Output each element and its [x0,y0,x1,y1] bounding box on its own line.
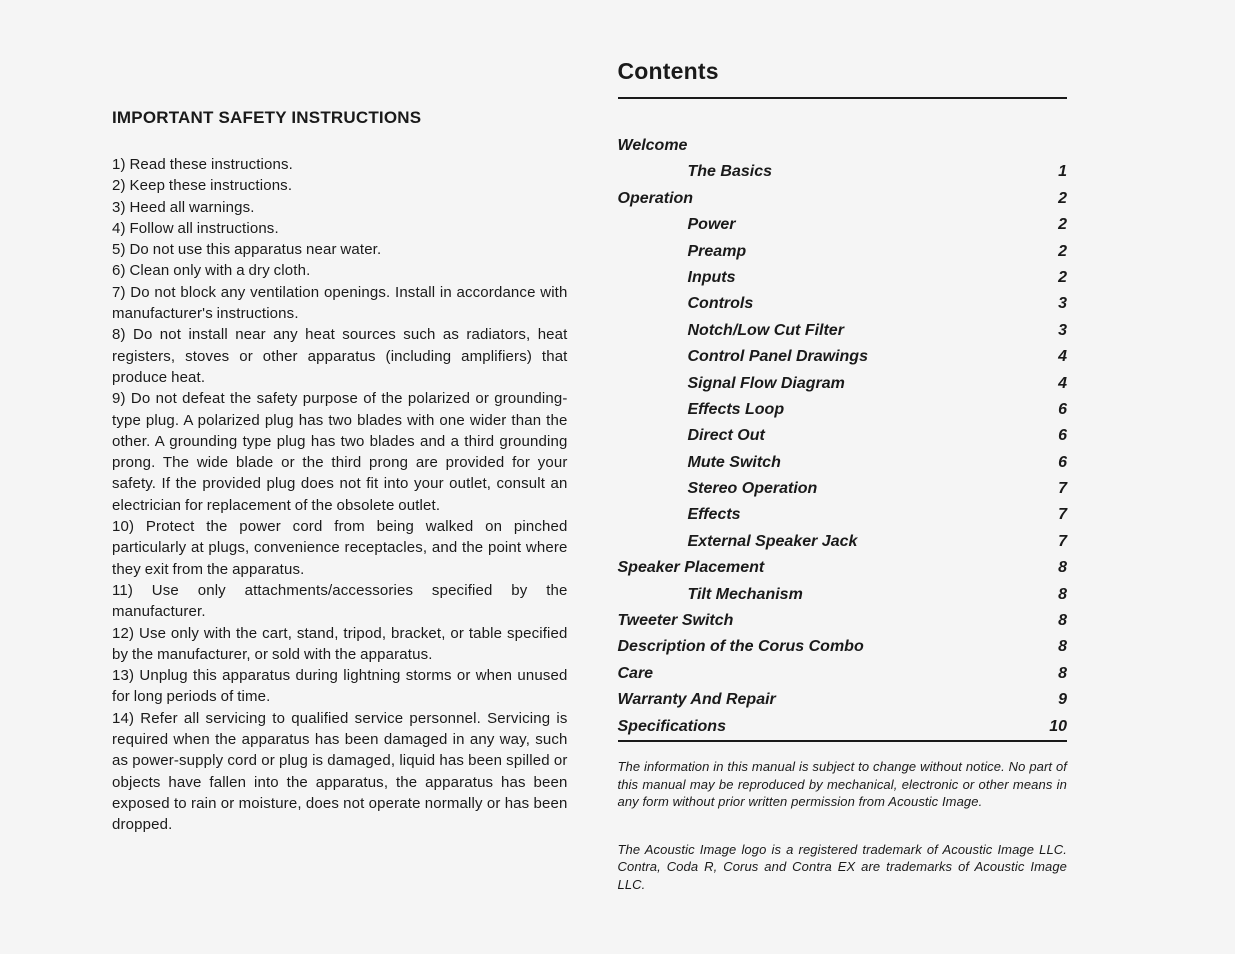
toc-section: Specifications 10 [618,714,1068,740]
toc-page-number: 7 [1058,476,1067,502]
safety-instruction: 2) Keep these instructions. [112,175,568,196]
toc-label: Notch/Low Cut Filter [688,318,844,344]
toc-label: Stereo Operation [688,476,818,502]
manual-page: IMPORTANT SAFETY INSTRUCTIONS 1) Read th… [0,0,1235,954]
toc-page-number: 8 [1058,608,1067,634]
toc-page-number: 2 [1058,239,1067,265]
safety-instruction: 9) Do not defeat the safety purpose of t… [112,388,568,516]
safety-instruction: 13) Unplug this apparatus during lightni… [112,665,568,708]
legal-paragraph-2: The Acoustic Image logo is a registered … [618,841,1068,894]
toc-page-number: 6 [1058,450,1067,476]
toc-label: Control Panel Drawings [688,344,868,370]
toc-page-number: 2 [1058,186,1067,212]
toc-label: Specifications [618,714,726,740]
toc-page-number: 7 [1058,502,1067,528]
toc-subsection: Notch/Low Cut Filter 3 [618,318,1068,344]
toc-subsection: Tilt Mechanism 8 [618,582,1068,608]
toc-page-number: 8 [1058,555,1067,581]
toc-subsection: External Speaker Jack 7 [618,529,1068,555]
toc-page-number: 1 [1058,159,1067,185]
toc-label: Mute Switch [688,450,781,476]
horizontal-rule-bottom [618,740,1068,742]
toc-page-number: 8 [1058,582,1067,608]
toc-section: Warranty And Repair 9 [618,687,1068,713]
toc-page-number: 2 [1058,265,1067,291]
toc-label: The Basics [688,159,772,185]
safety-instruction: 11) Use only attachments/accessories spe… [112,580,568,623]
toc-page-number: 4 [1058,371,1067,397]
toc-subsection: Power 2 [618,212,1068,238]
safety-instruction: 10) Protect the power cord from being wa… [112,516,568,580]
safety-instruction: 7) Do not block any ventilation openings… [112,282,568,325]
toc-section: Operation 2 [618,186,1068,212]
toc-section: Welcome [618,133,1068,159]
safety-instruction: 4) Follow all instructions. [112,218,568,239]
toc-page-number: 2 [1058,212,1067,238]
toc-subsection: Inputs 2 [618,265,1068,291]
toc-label: Signal Flow Diagram [688,371,845,397]
toc-label: Effects Loop [688,397,785,423]
toc-subsection: Control Panel Drawings 4 [618,344,1068,370]
safety-instruction: 14) Refer all servicing to qualified ser… [112,708,568,836]
toc-page-number: 4 [1058,344,1067,370]
toc-page-number: 8 [1058,661,1067,687]
safety-instruction-list: 1) Read these instructions.2) Keep these… [112,154,568,836]
toc-subsection: Effects 7 [618,502,1068,528]
legal-spacer [618,811,1068,825]
toc-subsection: Mute Switch 6 [618,450,1068,476]
legal-paragraph-1: The information in this manual is subjec… [618,758,1068,811]
toc-label: Care [618,661,654,687]
toc-subsection: Signal Flow Diagram 4 [618,371,1068,397]
toc-label: Effects [688,502,741,528]
toc-section: Tweeter Switch 8 [618,608,1068,634]
safety-instruction: 1) Read these instructions. [112,154,568,175]
toc-subsection: The Basics 1 [618,159,1068,185]
toc-label: Warranty And Repair [618,687,776,713]
toc-page-number: 8 [1058,634,1067,660]
toc-section: Care 8 [618,661,1068,687]
safety-instruction: 6) Clean only with a dry cloth. [112,260,568,281]
toc-label: Controls [688,291,754,317]
toc-label: Tilt Mechanism [688,582,803,608]
toc-subsection: Effects Loop 6 [618,397,1068,423]
toc-page-number: 10 [1049,714,1067,740]
toc-section: Speaker Placement 8 [618,555,1068,581]
safety-instruction: 5) Do not use this apparatus near water. [112,239,568,260]
toc-page-number: 6 [1058,397,1067,423]
toc-page-number: 3 [1058,291,1067,317]
toc-page-number: 6 [1058,423,1067,449]
toc-label: Preamp [688,239,747,265]
toc-label: Description of the Corus Combo [618,634,864,660]
toc-label: External Speaker Jack [688,529,858,555]
toc-label: Power [688,212,736,238]
toc-label: Operation [618,186,694,212]
toc-label: Speaker Placement [618,555,765,581]
horizontal-rule-top [618,97,1068,99]
toc-section: Description of the Corus Combo 8 [618,634,1068,660]
toc-label: Welcome [618,133,688,159]
contents-title: Contents [618,58,1068,85]
safety-heading: IMPORTANT SAFETY INSTRUCTIONS [112,108,568,128]
left-column: IMPORTANT SAFETY INSTRUCTIONS 1) Read th… [0,0,618,954]
toc-subsection: Stereo Operation 7 [618,476,1068,502]
toc-page-number: 7 [1058,529,1067,555]
toc-label: Inputs [688,265,736,291]
toc-subsection: Preamp 2 [618,239,1068,265]
safety-instruction: 12) Use only with the cart, stand, tripo… [112,623,568,666]
toc-subsection: Direct Out 6 [618,423,1068,449]
safety-instruction: 8) Do not install near any heat sources … [112,324,568,388]
toc-label: Tweeter Switch [618,608,734,634]
right-column: Contents WelcomeThe Basics1Operation2Pow… [618,0,1235,954]
table-of-contents: WelcomeThe Basics1Operation2Power2Preamp… [618,133,1068,740]
toc-label: Direct Out [688,423,765,449]
toc-page-number: 3 [1058,318,1067,344]
toc-subsection: Controls 3 [618,291,1068,317]
toc-page-number: 9 [1058,687,1067,713]
safety-instruction: 3) Heed all warnings. [112,197,568,218]
